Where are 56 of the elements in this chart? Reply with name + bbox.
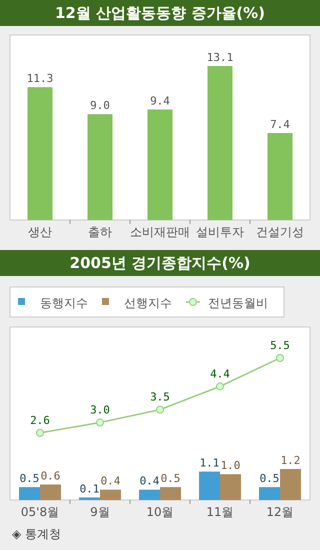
bar bbox=[28, 87, 52, 220]
data-label: 0.4 bbox=[140, 474, 160, 488]
data-label: 7.4 bbox=[270, 118, 290, 132]
bar bbox=[280, 469, 301, 500]
data-label: 0.5 bbox=[260, 472, 280, 486]
x-tick-label: 9월 bbox=[90, 505, 110, 519]
data-label: 4.4 bbox=[210, 367, 230, 380]
data-label: 9.0 bbox=[90, 99, 110, 112]
x-tick-label: 건설기성 bbox=[256, 225, 304, 239]
data-label: 11.3 bbox=[26, 72, 54, 86]
data-label: 9.4 bbox=[150, 94, 170, 108]
data-label: 0.5 bbox=[160, 472, 180, 486]
data-label: 5.5 bbox=[270, 339, 290, 352]
data-label: 2.6 bbox=[30, 414, 50, 427]
point bbox=[156, 406, 164, 414]
x-tick-label: 10월 bbox=[146, 505, 174, 519]
bar bbox=[40, 484, 61, 500]
data-label: 13.1 bbox=[206, 51, 234, 64]
data-label: 0.4 bbox=[100, 474, 121, 488]
point bbox=[216, 382, 224, 390]
point bbox=[276, 354, 284, 362]
bar bbox=[268, 133, 292, 220]
x-tick-label: 05'8월 bbox=[20, 505, 60, 519]
bar bbox=[199, 472, 220, 500]
bar bbox=[79, 497, 100, 500]
bar bbox=[259, 487, 280, 500]
chart-title: 2005년 경기종합지수(%) bbox=[70, 254, 250, 272]
data-label: 1.1 bbox=[200, 456, 220, 470]
data-label: 1.2 bbox=[280, 454, 300, 468]
x-tick-label: 생산 bbox=[28, 225, 52, 239]
bar bbox=[220, 474, 241, 500]
bar bbox=[88, 114, 112, 220]
point bbox=[96, 418, 104, 427]
legend-label: 선행지수 bbox=[124, 296, 172, 310]
bar bbox=[160, 487, 181, 500]
x-tick-label: 12월 bbox=[266, 505, 294, 519]
legend-label: 동행지수 bbox=[40, 296, 88, 310]
text: ◈ 통계청 bbox=[12, 527, 62, 541]
bar bbox=[148, 109, 172, 220]
bar bbox=[208, 66, 232, 220]
bar bbox=[100, 490, 121, 500]
legend-label: 전년동월비 bbox=[208, 296, 268, 310]
data-label: 3.5 bbox=[150, 390, 170, 404]
data-label: 0.6 bbox=[40, 470, 60, 483]
x-tick-label: 소비재판매 bbox=[130, 225, 190, 239]
bar bbox=[19, 487, 40, 500]
data-label: 1.0 bbox=[220, 459, 240, 472]
x-tick-label: 11월 bbox=[206, 505, 234, 519]
data-label: 3.0 bbox=[90, 404, 110, 417]
bar bbox=[139, 490, 160, 500]
data-label: 0.1 bbox=[80, 482, 100, 496]
data-label: 0.5 bbox=[20, 472, 40, 486]
point bbox=[36, 428, 44, 437]
chart-title: 12월 산업활동동향 증가율(%) bbox=[54, 4, 266, 22]
x-tick-label: 설비투자 bbox=[196, 225, 244, 239]
x-tick-label: 출하 bbox=[88, 225, 112, 239]
